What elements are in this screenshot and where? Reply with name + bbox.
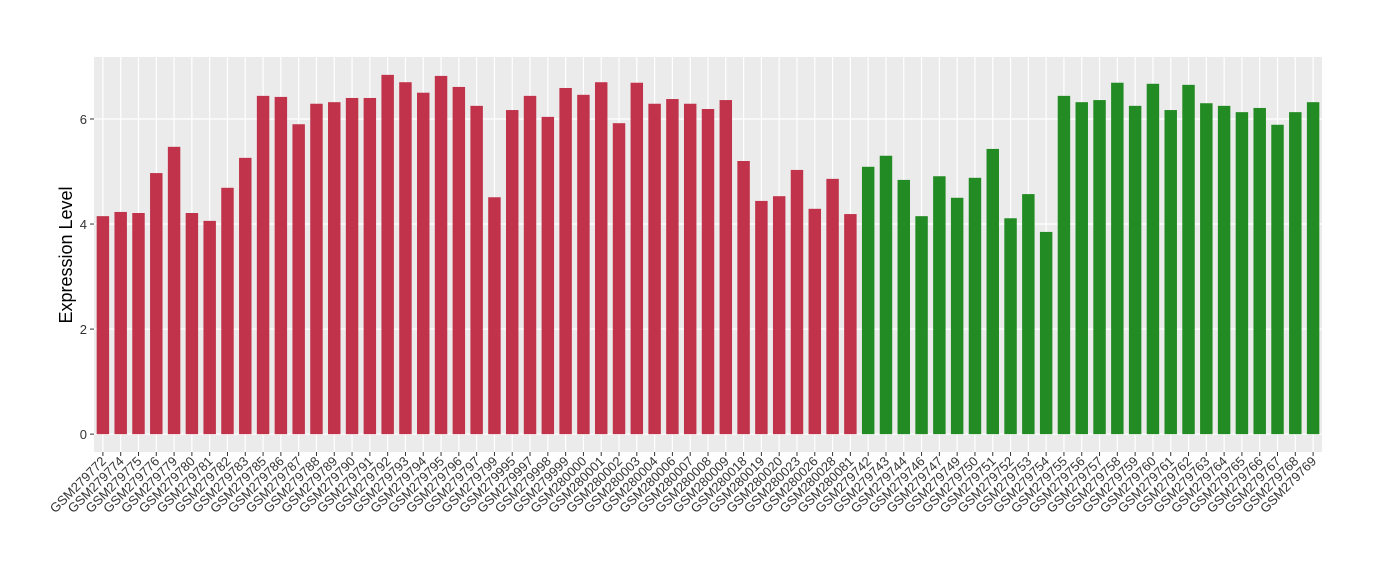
y-tick-label: 2 xyxy=(80,322,87,337)
bar xyxy=(719,100,733,435)
bar xyxy=(328,102,341,435)
bar xyxy=(1093,100,1106,435)
bar xyxy=(132,213,145,435)
bar xyxy=(541,116,555,435)
bar xyxy=(363,97,377,435)
bar xyxy=(1075,102,1088,435)
bar xyxy=(594,82,608,435)
bar xyxy=(434,75,448,435)
bar xyxy=(1164,110,1177,435)
bar xyxy=(114,211,127,435)
bar xyxy=(203,220,216,435)
bar xyxy=(96,216,110,435)
bar xyxy=(185,213,199,435)
bar xyxy=(274,96,288,435)
bar xyxy=(915,216,928,435)
bar xyxy=(701,109,715,435)
bar xyxy=(310,103,323,435)
bar xyxy=(666,99,679,435)
bar xyxy=(933,176,946,435)
bar xyxy=(986,148,999,435)
bar xyxy=(577,94,590,435)
bar xyxy=(1057,95,1071,435)
bar xyxy=(506,110,519,435)
bar xyxy=(452,86,466,435)
y-axis-label: Expression Level xyxy=(56,186,76,323)
bar xyxy=(630,82,644,435)
bar xyxy=(381,74,394,435)
bar xyxy=(1022,194,1035,435)
bar xyxy=(292,124,305,435)
bar xyxy=(399,82,412,435)
bar xyxy=(1200,103,1213,435)
bar xyxy=(612,123,626,435)
bar xyxy=(683,103,697,435)
bar xyxy=(1128,105,1142,435)
bar xyxy=(861,166,875,435)
bar xyxy=(648,103,661,435)
bar xyxy=(950,197,964,435)
bar xyxy=(167,146,181,435)
bar xyxy=(150,173,163,435)
bar xyxy=(826,178,839,435)
bar xyxy=(1146,83,1160,435)
bar xyxy=(1253,107,1266,435)
bar xyxy=(755,200,768,435)
bar xyxy=(523,95,537,435)
bar xyxy=(790,169,804,435)
bar xyxy=(470,105,483,435)
y-tick-label: 0 xyxy=(80,427,87,442)
bar xyxy=(221,187,234,435)
bar xyxy=(968,177,982,435)
bar xyxy=(1111,82,1124,435)
bar xyxy=(1306,102,1320,435)
bar xyxy=(256,95,270,435)
bar xyxy=(737,161,750,435)
bar xyxy=(1039,231,1053,435)
bar xyxy=(559,87,572,435)
y-tick-label: 4 xyxy=(80,217,87,232)
bar xyxy=(1289,112,1302,435)
bar xyxy=(1271,124,1284,435)
bar xyxy=(417,92,430,435)
bar xyxy=(844,214,857,435)
bar xyxy=(1182,84,1195,435)
bar xyxy=(345,97,359,435)
y-tick-label: 6 xyxy=(80,112,87,127)
bar xyxy=(808,208,822,435)
bar xyxy=(1004,218,1017,435)
bar xyxy=(1235,112,1249,435)
bar xyxy=(897,179,910,435)
bar xyxy=(1217,105,1231,435)
bar xyxy=(879,155,893,435)
bar xyxy=(488,197,501,435)
bar xyxy=(239,157,252,435)
bar xyxy=(772,196,786,435)
